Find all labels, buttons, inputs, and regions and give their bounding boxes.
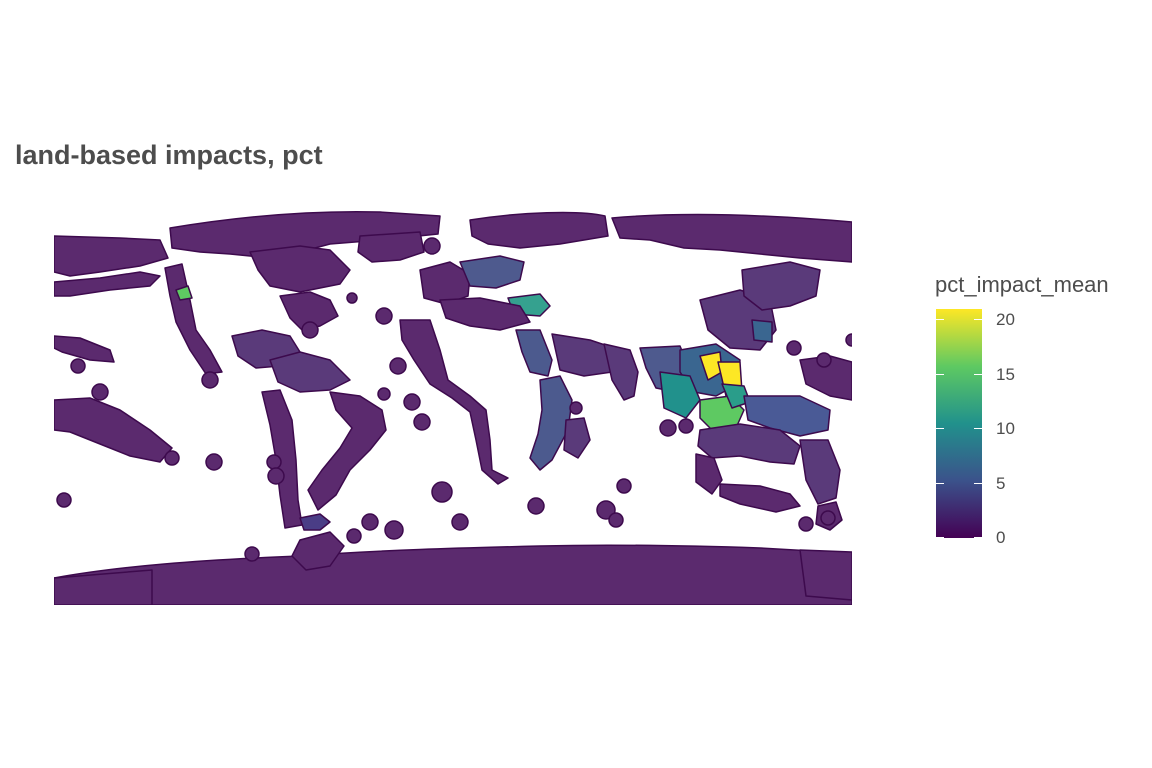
island-12 [596,500,616,520]
legend-tick-label: 10 [996,419,1015,438]
island-19 [798,516,814,532]
region-australia-east [799,439,841,505]
region-india-coast [603,343,639,401]
colorbar-tick-10 [936,428,944,429]
colorbar-tick-0 [936,537,944,538]
region-weddell-sea [799,549,852,601]
island-24 [164,450,180,466]
region-hudson [357,231,425,263]
region-africa-west-coast [399,319,509,485]
island-32 [431,481,453,503]
island-33 [569,401,583,415]
region-africa-east-coast [529,375,573,471]
island-31 [377,387,391,401]
region-aleutian [54,271,161,297]
region-banda-arafura [743,395,831,437]
island-2 [201,371,219,389]
island-17 [786,340,802,356]
island-23 [205,453,223,471]
region-north-sea [419,261,471,305]
island-27 [384,520,404,540]
colorbar-tick-10r [974,428,982,429]
region-arctic-russia [611,213,852,263]
colorbar-tick-15r [974,374,982,375]
island-1 [301,321,319,339]
island-14 [616,478,632,494]
legend-tick-label: 20 [996,310,1015,329]
legend-tick-label: 5 [996,474,1006,493]
colorbar-tick-20r [974,319,982,320]
region-hawaii [54,335,115,363]
region-na-east-coast [279,291,339,331]
island-29 [244,546,260,562]
region-pacific-islands-west [54,397,173,463]
region-mediterranean [439,297,531,331]
island-30 [346,292,358,304]
colorbar-tick-15 [936,374,944,375]
region-australia-north [697,423,801,465]
island-7 [403,393,421,411]
chart-title: land-based impacts, pct [15,140,323,170]
legend-tick-label: 15 [996,365,1015,384]
region-australia-west [695,453,723,495]
island-11 [527,497,545,515]
island-8 [413,413,431,431]
region-madagascar [563,417,591,459]
region-sa-east-coast [307,391,387,511]
region-vancouver [175,285,193,301]
island-16 [678,418,694,434]
island-10 [451,513,469,531]
island-21 [266,454,282,470]
region-sa-south [299,513,331,531]
region-ross-sea [54,569,153,605]
region-antarctic-peninsula [291,531,345,571]
island-25 [56,492,72,508]
island-22 [267,467,285,485]
region-antarctica [54,544,852,605]
colorbar-tick-0r [974,537,982,538]
island-9 [423,237,441,255]
island-4 [91,383,109,401]
region-na-west-coast [164,263,223,375]
island-26 [361,513,379,531]
island-15 [659,419,677,437]
island-20 [820,510,836,526]
colorbar-tick-5r [974,483,982,484]
colorbar [936,309,982,538]
region-yellow-sea [751,319,773,343]
legend: pct_impact_mean 20 15 10 5 0 [935,272,1109,546]
island-13 [608,512,624,528]
region-red-sea [515,329,553,377]
island-3 [70,358,86,374]
region-canada-arctic [249,245,351,293]
island-28 [346,528,362,544]
region-greenland-coast [469,211,609,249]
colorbar-tick-5 [936,483,944,484]
island-34 [845,333,852,347]
region-norwegian-sea [459,255,525,289]
island-6 [389,357,407,375]
legend-title: pct_impact_mean [935,272,1109,297]
region-japan [741,261,821,311]
legend-tick-label: 0 [996,528,1006,547]
region-caribbean [269,351,351,393]
region-australia-south [719,483,801,513]
island-5 [375,307,393,325]
region-indonesia-west [659,371,701,419]
region-alaska [54,235,169,277]
colorbar-tick-20 [936,319,944,320]
island-18 [816,352,832,368]
